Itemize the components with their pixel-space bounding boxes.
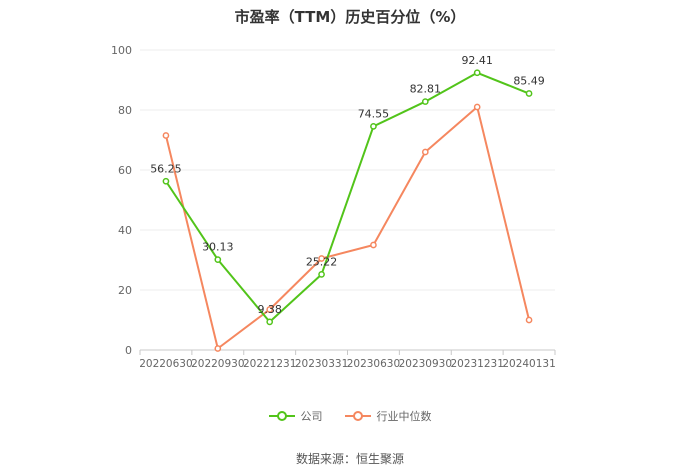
y-tick-label: 100: [111, 44, 132, 57]
x-tick-label: 20230930: [399, 358, 452, 370]
y-tick-label: 20: [118, 284, 132, 297]
data-point-0[interactable]: [318, 270, 325, 278]
y-tick-label: 0: [125, 344, 132, 357]
legend-item-industry-median[interactable]: 行业中位数: [344, 408, 432, 424]
data-point-0[interactable]: [525, 90, 533, 97]
data-point-1[interactable]: [525, 316, 533, 324]
data-point-0[interactable]: [162, 177, 170, 185]
data-point-1[interactable]: [473, 103, 481, 111]
x-tick-label: 20230630: [347, 358, 400, 370]
data-label: 74.55: [358, 107, 390, 120]
series-line-0: [165, 71, 530, 323]
data-label: 56.25: [150, 162, 182, 175]
data-point-1[interactable]: [162, 132, 170, 139]
data-label: 85.49: [513, 75, 545, 88]
data-label: 92.41: [461, 54, 493, 67]
data-point-1[interactable]: [266, 306, 274, 313]
chart-legend: 公司 行业中位数: [0, 408, 700, 424]
x-tick-label: 20230331: [295, 358, 348, 370]
y-tick-label: 60: [118, 164, 132, 177]
legend-label-company: 公司: [300, 410, 323, 423]
legend-swatch-industry-median: [344, 411, 371, 421]
x-tick-label: 20221231: [243, 358, 296, 370]
x-tick-label: 20231231: [450, 358, 503, 370]
legend-swatch-company: [268, 411, 295, 421]
series-line-1: [164, 106, 531, 350]
data-point-0[interactable]: [473, 69, 481, 77]
data-label: 30.13: [202, 241, 234, 254]
y-tick-label: 80: [118, 104, 132, 117]
data-point-1[interactable]: [370, 241, 377, 249]
data-point-0[interactable]: [370, 123, 377, 130]
x-tick-label: 20220630: [139, 358, 192, 370]
legend-label-industry-median: 行业中位数: [376, 410, 432, 423]
data-label: 25.22: [306, 255, 338, 268]
data-point-1[interactable]: [214, 345, 222, 352]
data-point-0[interactable]: [421, 98, 429, 105]
data-point-1[interactable]: [318, 255, 325, 262]
x-tick-label: 20240131: [502, 358, 555, 370]
legend-item-company[interactable]: 公司: [268, 408, 323, 424]
chart-title: 市盈率（TTM）历史百分位（%）: [234, 8, 466, 26]
data-point-0[interactable]: [214, 256, 222, 263]
data-point-0[interactable]: [266, 318, 274, 326]
y-tick-label: 40: [118, 224, 132, 237]
data-point-1[interactable]: [421, 148, 429, 156]
data-source: 数据来源：恒生聚源: [295, 452, 404, 466]
data-label: 82.81: [410, 83, 442, 96]
x-tick-label: 20220930: [191, 358, 244, 370]
data-label: 9.38: [257, 303, 282, 316]
